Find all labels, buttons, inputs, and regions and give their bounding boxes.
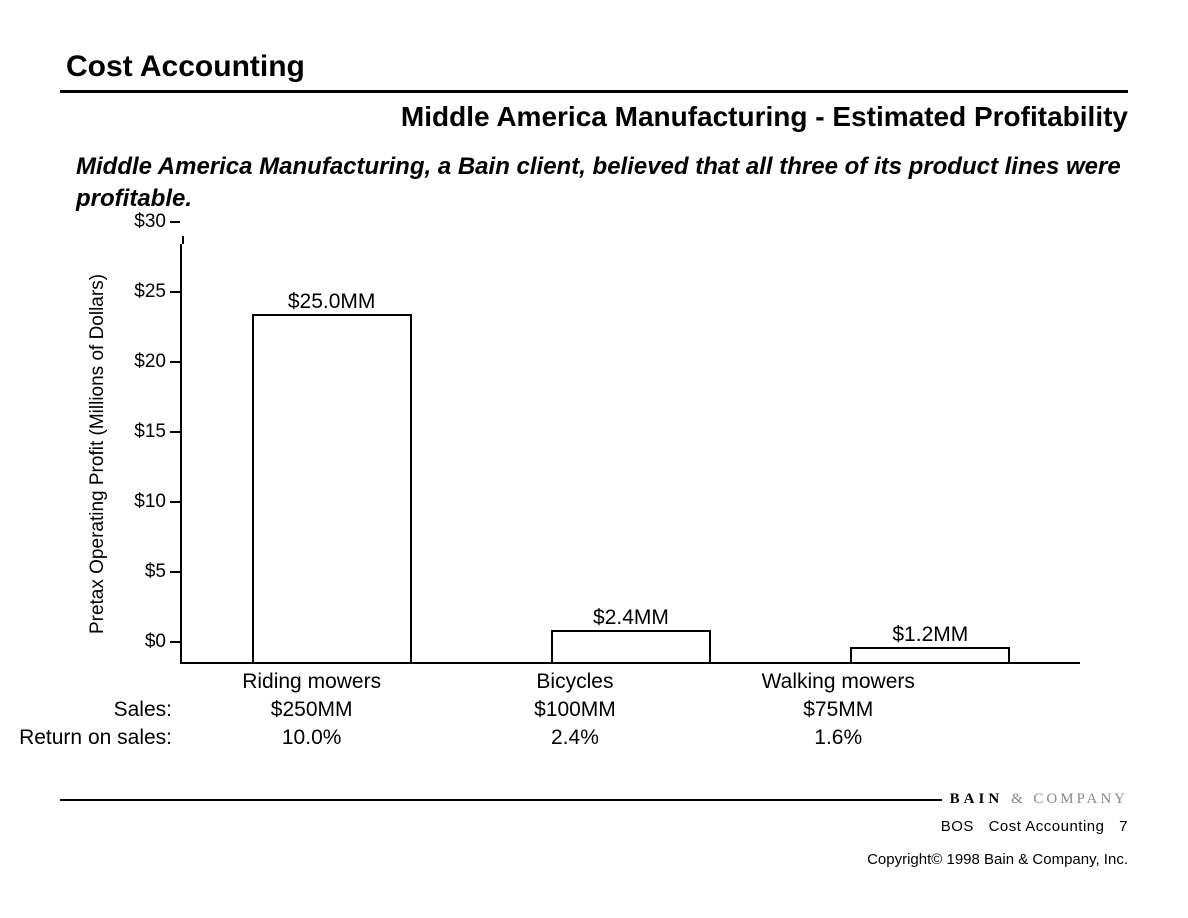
ytick: $10 — [134, 491, 180, 513]
return-row-label: Return on sales: — [0, 726, 180, 750]
ytick-mark — [170, 641, 180, 643]
return-row-cells: 10.0%2.4%1.6% — [180, 726, 970, 750]
return-row: Return on sales: 10.0%2.4%1.6% — [0, 726, 1080, 750]
ytick-mark — [170, 431, 180, 433]
row-cats-cell: Riding mowers — [180, 670, 443, 694]
footer-copyright: Copyright© 1998 Bain & Company, Inc. — [60, 851, 1128, 868]
row-sales-cell: $100MM — [443, 698, 706, 722]
footer-line2: BOS Cost Accounting 7 — [60, 818, 1128, 835]
chart-bars: $25.0MM $2.4MM $1.2MM — [182, 244, 1080, 664]
chart-yaxis: $0$5$10$15$20$25$30 — [120, 244, 180, 664]
chart-baseline — [182, 662, 1080, 664]
chart-ylabel: Pretax Operating Profit (Millions of Dol… — [87, 274, 109, 634]
bar-value-label: $1.2MM — [892, 623, 968, 647]
ytick: $5 — [145, 561, 180, 583]
sales-row: Sales: $250MM$100MM$75MM — [0, 698, 1080, 722]
bar-slot: $1.2MM — [781, 244, 1080, 664]
footer-page-number: 7 — [1119, 818, 1128, 835]
bain-logo: BAIN & COMPANY — [950, 791, 1128, 808]
row-cats-cell: Bicycles — [443, 670, 706, 694]
ytick-mark — [170, 501, 180, 503]
ytick: $15 — [134, 421, 180, 443]
bain-logo-light: COMPANY — [1033, 791, 1128, 807]
row-sales-cell: $75MM — [707, 698, 970, 722]
row-cats-cell: Walking mowers — [707, 670, 970, 694]
body-text: Middle America Manufacturing, a Bain cli… — [76, 151, 1128, 216]
ytick-mark — [170, 221, 180, 223]
bar: $25.0MM — [252, 314, 412, 664]
footer: BAIN & COMPANY BOS Cost Accounting 7 Cop… — [60, 791, 1128, 868]
bar-slot: $2.4MM — [481, 244, 780, 664]
ytick-label: $30 — [134, 211, 170, 233]
footer-code: BOS — [941, 818, 974, 835]
page-title: Cost Accounting — [66, 50, 1128, 84]
ytick-label: $0 — [145, 631, 170, 653]
header-rule — [60, 90, 1128, 93]
axis-tick-top — [182, 236, 184, 244]
row-return-cell: 2.4% — [443, 726, 706, 750]
ytick-mark — [170, 571, 180, 573]
ytick-label: $25 — [134, 281, 170, 303]
category-row-cells: Riding mowersBicyclesWalking mowers — [180, 670, 970, 694]
ytick: $30 — [134, 211, 180, 233]
page-subtitle: Middle America Manufacturing - Estimated… — [60, 101, 1128, 133]
bar-slot: $25.0MM — [182, 244, 481, 664]
ytick-label: $20 — [134, 351, 170, 373]
chart-under-rows: Riding mowersBicyclesWalking mowers Sale… — [0, 670, 1080, 750]
bain-logo-amp: & — [1011, 791, 1026, 807]
bain-logo-bold: BAIN — [950, 791, 1004, 807]
ytick: $0 — [145, 631, 180, 653]
footer-rule-wrap: BAIN & COMPANY — [60, 791, 1128, 808]
footer-section: Cost Accounting — [989, 818, 1105, 835]
row-return-cell: 10.0% — [180, 726, 443, 750]
bar-value-label: $25.0MM — [288, 290, 376, 314]
chart-inner: Pretax Operating Profit (Millions of Dol… — [120, 244, 1080, 664]
row-sales-cell: $250MM — [180, 698, 443, 722]
sales-row-cells: $250MM$100MM$75MM — [180, 698, 970, 722]
sales-row-label: Sales: — [0, 698, 180, 722]
ytick-label: $5 — [145, 561, 170, 583]
ytick-mark — [170, 291, 180, 293]
ytick: $20 — [134, 351, 180, 373]
ytick-label: $10 — [134, 491, 170, 513]
chart-plot: $25.0MM $2.4MM $1.2MM — [180, 244, 1080, 664]
ytick-mark — [170, 361, 180, 363]
category-row: Riding mowersBicyclesWalking mowers — [0, 670, 1080, 694]
ytick: $25 — [134, 281, 180, 303]
row-return-cell: 1.6% — [707, 726, 970, 750]
ytick-label: $15 — [134, 421, 170, 443]
slide: Cost Accounting Middle America Manufactu… — [0, 0, 1188, 918]
bar: $2.4MM — [551, 630, 711, 664]
bar-value-label: $2.4MM — [593, 606, 669, 630]
chart: Pretax Operating Profit (Millions of Dol… — [120, 244, 1080, 750]
footer-rule — [60, 799, 942, 801]
